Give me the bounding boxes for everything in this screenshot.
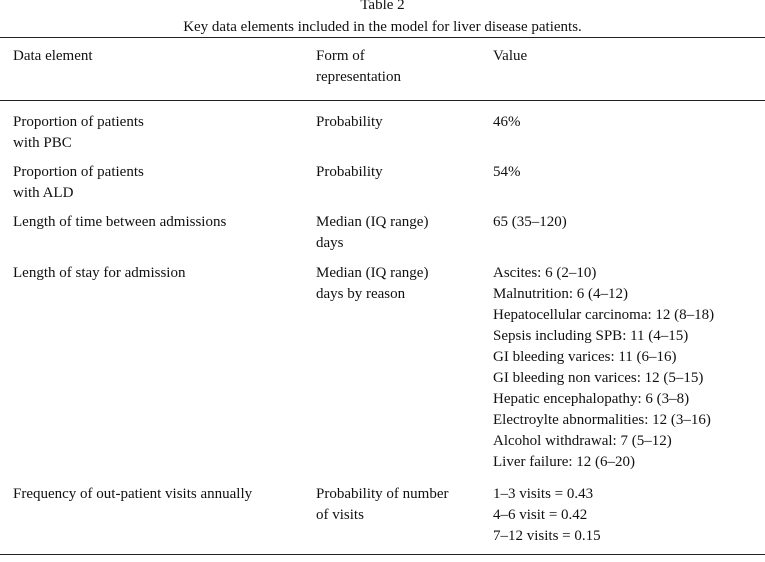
top-rule xyxy=(0,37,765,38)
row-outpatient-visits-value: 1–3 visits = 0.43 4–6 visit = 0.42 7–12 … xyxy=(493,486,601,544)
row-length-of-stay-value: Ascites: 6 (2–10) Malnutrition: 6 (4–12)… xyxy=(493,265,715,470)
row-length-of-stay-element: Length of stay for admission xyxy=(13,265,186,281)
row-pbc-element: Proportion of patients with PBC xyxy=(13,114,144,151)
row-pbc-form: Probability xyxy=(316,114,383,130)
table-label: Table 2 xyxy=(360,0,405,13)
header-value: Value xyxy=(493,48,528,64)
bottom-rule xyxy=(0,554,765,555)
row-ald-element: Proportion of patients with ALD xyxy=(13,164,144,201)
table-caption: Table 2 Key data elements included in th… xyxy=(0,0,765,37)
row-outpatient-visits-element: Frequency of out-patient visits annually xyxy=(13,486,253,502)
row-ald-form: Probability xyxy=(316,164,383,180)
header-rule xyxy=(0,100,765,101)
row-pbc-value: 46% xyxy=(493,114,521,130)
row-time-between-admissions-form: Median (IQ range) days xyxy=(316,214,429,251)
table-title: Key data elements included in the model … xyxy=(183,19,582,35)
row-time-between-admissions-element: Length of time between admissions xyxy=(13,214,227,230)
row-time-between-admissions-value: 65 (35–120) xyxy=(493,214,567,230)
row-length-of-stay-form: Median (IQ range) days by reason xyxy=(316,265,429,302)
header-data-element: Data element xyxy=(13,48,93,64)
row-ald-value: 54% xyxy=(493,164,521,180)
row-outpatient-visits-form: Probability of number of visits xyxy=(316,486,449,523)
header-form-of-representation: Form of representation xyxy=(316,48,401,85)
